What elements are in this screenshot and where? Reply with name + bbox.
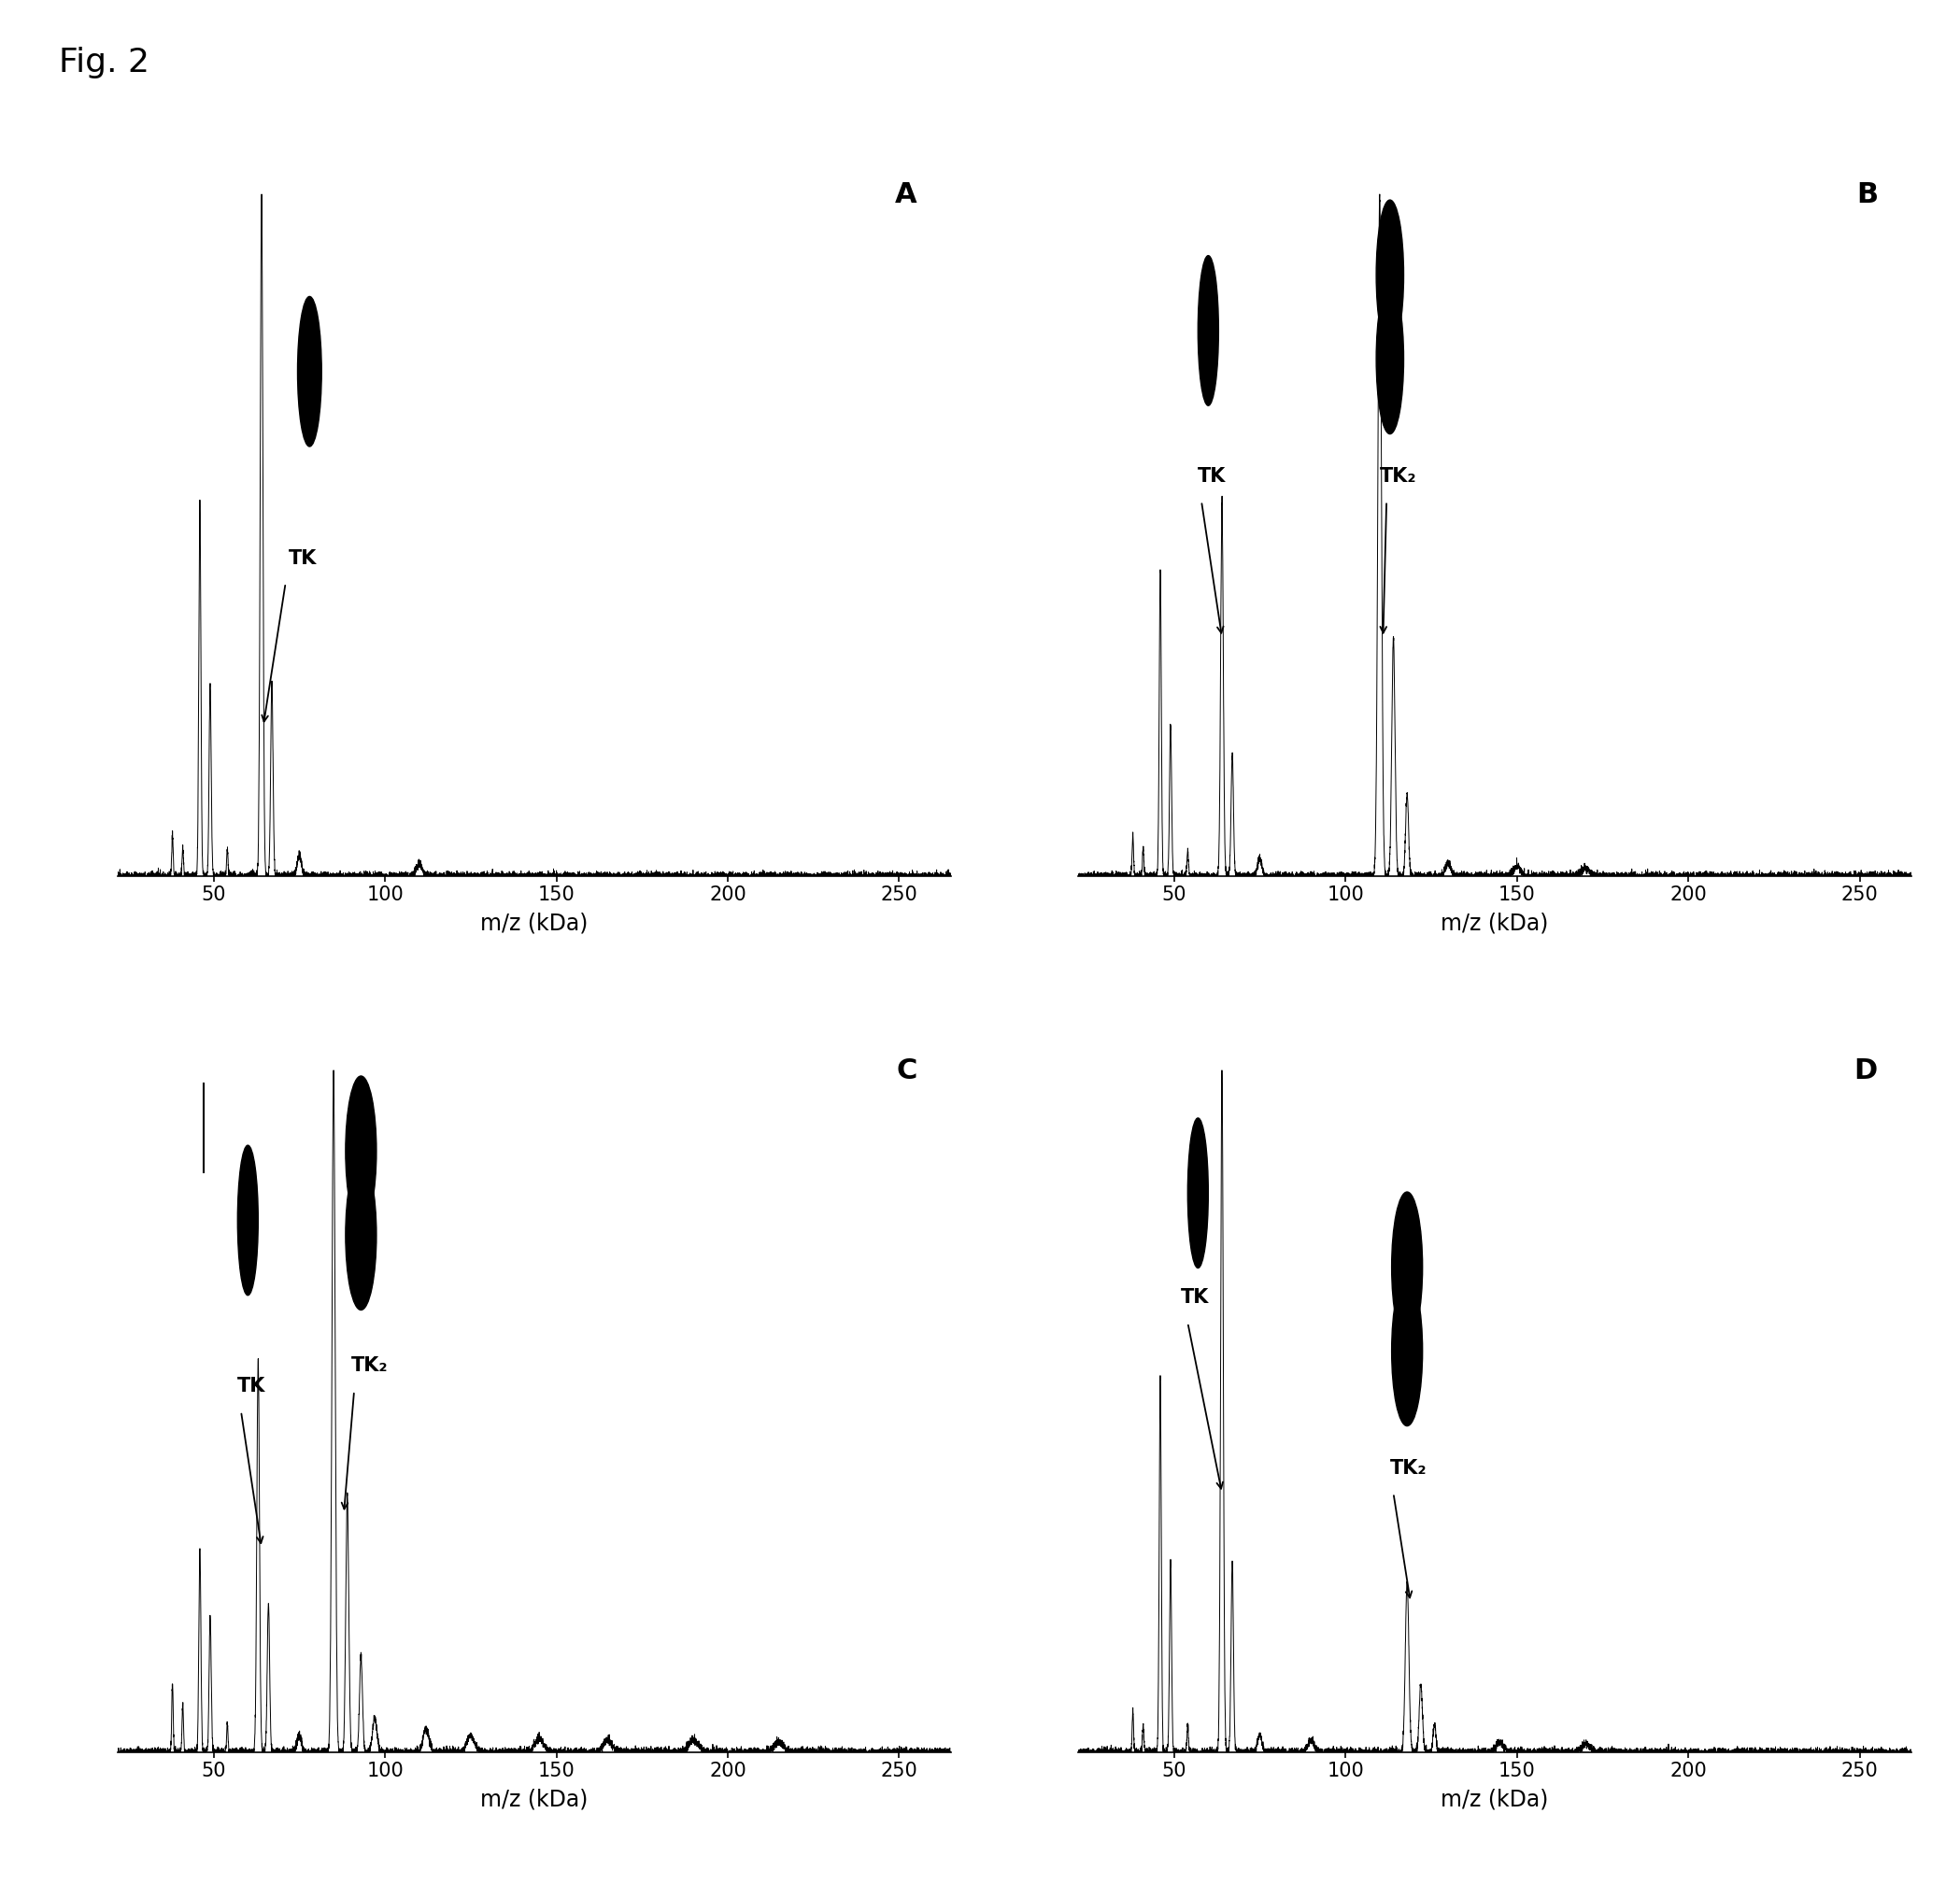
Text: D: D [1854, 1057, 1878, 1085]
Text: TK: TK [237, 1377, 267, 1396]
Ellipse shape [1376, 200, 1403, 350]
Text: TK₂: TK₂ [1390, 1458, 1427, 1477]
Ellipse shape [1198, 256, 1219, 405]
X-axis label: m/z (kDa): m/z (kDa) [1441, 912, 1548, 934]
Ellipse shape [345, 1076, 376, 1226]
Ellipse shape [345, 1161, 376, 1309]
X-axis label: m/z (kDa): m/z (kDa) [1441, 1788, 1548, 1811]
Text: TK₂: TK₂ [351, 1356, 388, 1375]
Text: TK₂: TK₂ [1380, 467, 1417, 486]
X-axis label: m/z (kDa): m/z (kDa) [480, 1788, 588, 1811]
Text: TK: TK [1180, 1289, 1209, 1307]
Text: TK: TK [1198, 467, 1227, 486]
Text: B: B [1856, 181, 1878, 209]
Ellipse shape [298, 296, 321, 447]
Text: Fig. 2: Fig. 2 [59, 47, 149, 79]
Ellipse shape [1188, 1117, 1207, 1268]
Ellipse shape [1392, 1193, 1423, 1341]
Text: C: C [896, 1057, 917, 1085]
Text: A: A [896, 181, 917, 209]
Ellipse shape [237, 1145, 259, 1296]
Ellipse shape [1392, 1275, 1423, 1426]
Text: TK: TK [288, 548, 318, 567]
Ellipse shape [1376, 284, 1403, 433]
X-axis label: m/z (kDa): m/z (kDa) [480, 912, 588, 934]
